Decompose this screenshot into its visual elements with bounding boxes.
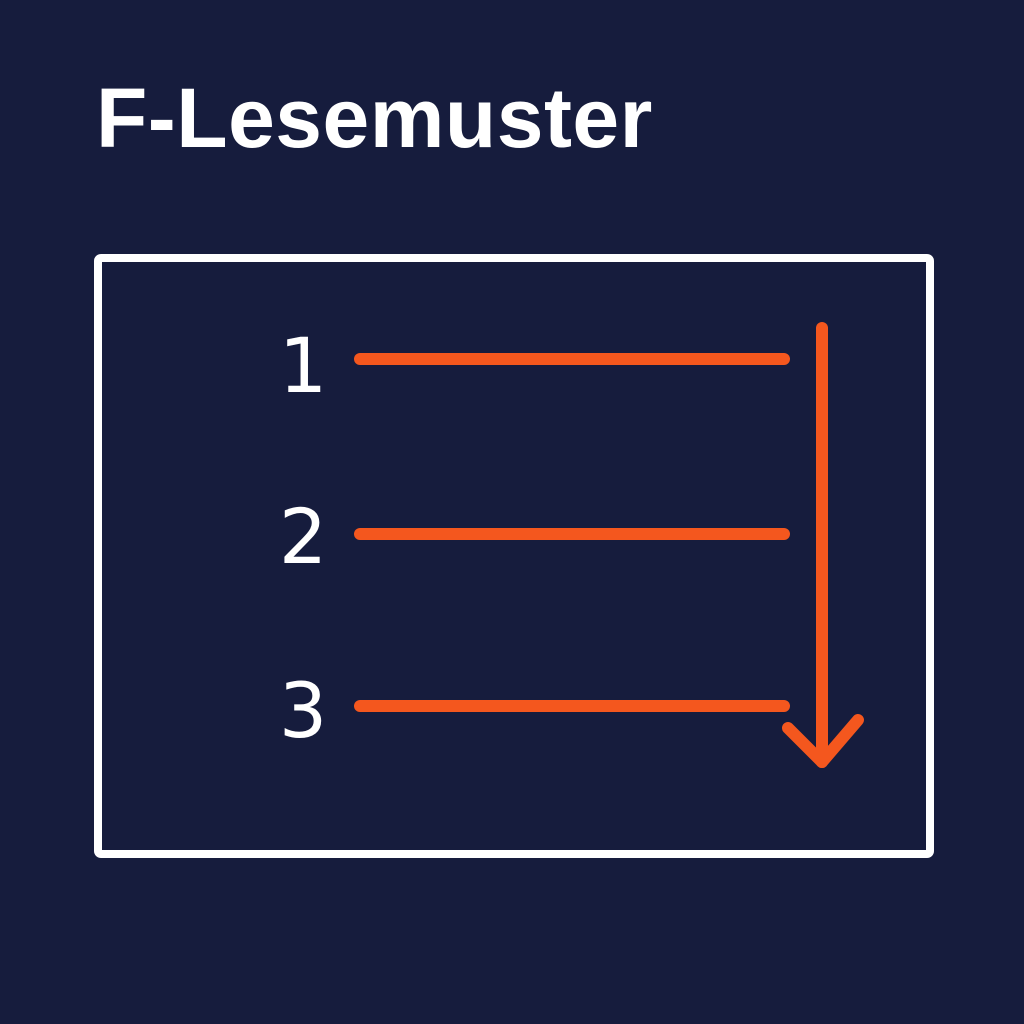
page-title: F-Lesemuster (96, 71, 653, 165)
line-number-1: 1 (279, 321, 327, 410)
down-arrow-icon (782, 322, 864, 768)
content-frame (94, 254, 934, 858)
line-number-2: 2 (279, 492, 327, 581)
line-number-3: 3 (279, 666, 327, 755)
